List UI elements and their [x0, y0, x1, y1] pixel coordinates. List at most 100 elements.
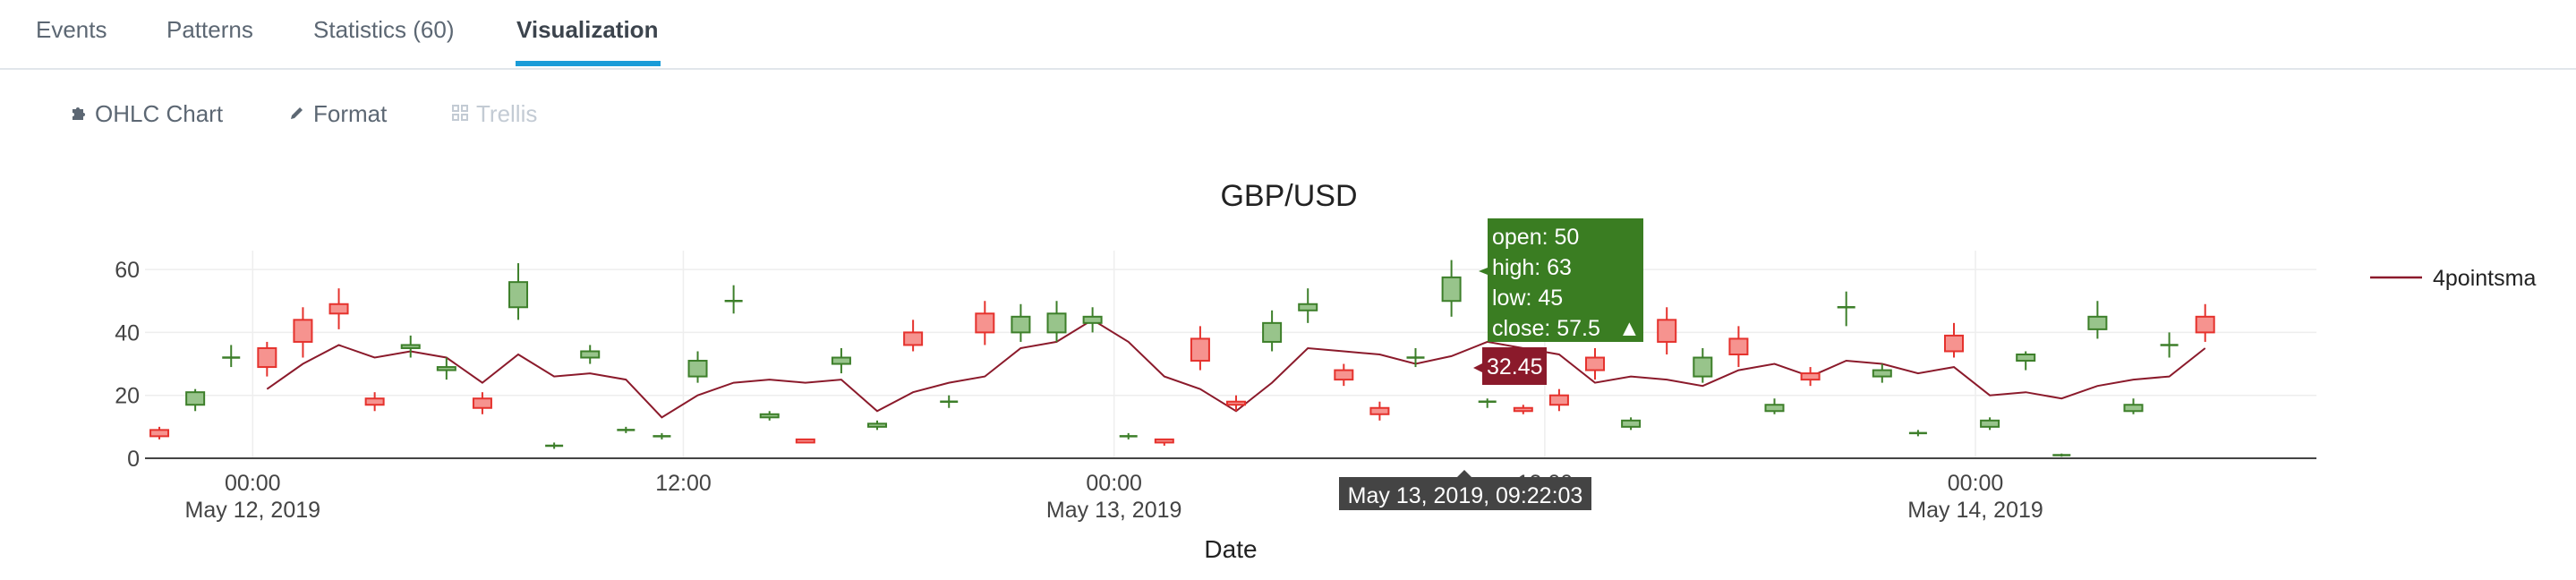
- hover-increasing-marker: ▲: [1618, 316, 1641, 341]
- ohlc-chart-label: OHLC Chart: [95, 100, 224, 127]
- candlestick: [1728, 326, 1749, 368]
- candle-body: [508, 281, 529, 309]
- candlestick: [2123, 398, 2144, 414]
- candle-body: [903, 331, 924, 346]
- candlestick: [1908, 430, 1927, 437]
- candle-body: [436, 366, 456, 371]
- candle-body: [1369, 406, 1390, 415]
- candlestick: [1872, 363, 1892, 383]
- candle-body: [1334, 369, 1354, 381]
- hover-open: open: 50: [1492, 225, 1579, 250]
- candlestick: [1621, 417, 1642, 431]
- trellis-button: Trellis: [451, 100, 537, 128]
- sma-line: [266, 319, 2206, 419]
- x-tick-label: 00:00: [1948, 471, 2004, 496]
- legend-label-4pointsma: 4pointsma: [2433, 266, 2536, 291]
- candlestick: [2087, 301, 2108, 339]
- x-tick-label: 12:00: [655, 471, 712, 496]
- candle-body: [1154, 438, 1174, 444]
- candle-body: [759, 413, 780, 419]
- candlestick: [1980, 417, 2000, 431]
- candle-body: [1190, 337, 1210, 362]
- candlestick: [328, 288, 349, 329]
- puzzle-piece-icon: [70, 104, 88, 127]
- candle-body: [328, 303, 349, 315]
- candle-body: [1011, 315, 1031, 334]
- candle-body: [1693, 356, 1713, 378]
- candle-body: [2016, 354, 2036, 362]
- candle-body: [1262, 321, 1283, 343]
- candlestick: [545, 442, 564, 449]
- candle-body: [1980, 419, 2000, 428]
- candlestick: [759, 411, 780, 421]
- candle-body: [1548, 394, 1569, 406]
- candlestick: [867, 420, 888, 431]
- legend: 4pointsma: [2370, 266, 2536, 291]
- candlestick: [795, 438, 815, 444]
- candle-body: [185, 391, 206, 406]
- x-tick-date-label: May 12, 2019: [185, 498, 321, 523]
- candlestick: [1657, 307, 1677, 354]
- hover-high: high: 63: [1492, 255, 1572, 280]
- candle-body: [580, 350, 601, 359]
- candlestick: [2016, 351, 2036, 371]
- tab-statistics[interactable]: Statistics (60): [313, 16, 455, 43]
- grid-icon: [451, 104, 469, 127]
- candle-body: [1513, 406, 1533, 413]
- hover-date: May 13, 2019, 09:22:03: [1348, 483, 1583, 508]
- candlestick: [1800, 367, 1821, 387]
- candle-body: [293, 319, 313, 343]
- candle-body: [400, 344, 421, 349]
- candlestick: [1369, 401, 1390, 421]
- candlestick: [1406, 347, 1425, 368]
- candle-body: [831, 356, 851, 365]
- hover-tooltip: open: 50 high: 63 low: 45 close: 57.5 ▲ …: [1339, 218, 1643, 510]
- candlestick: [1190, 326, 1210, 371]
- candle-body: [257, 346, 277, 369]
- candlestick: [1119, 432, 1138, 439]
- candlestick: [508, 263, 529, 320]
- x-tick-label: 00:00: [1086, 471, 1142, 496]
- tab-visualization[interactable]: Visualization: [516, 16, 659, 43]
- candlestick: [831, 347, 851, 374]
- tab-events[interactable]: Events: [36, 16, 107, 43]
- candlestick: [617, 426, 635, 433]
- ohlc-chart-button[interactable]: OHLC Chart: [70, 100, 223, 128]
- format-button[interactable]: Format: [288, 100, 387, 128]
- candlestick: [149, 426, 170, 439]
- candlestick: [1334, 363, 1354, 387]
- candle-body: [1621, 419, 1642, 428]
- y-axis-ticks: 0 20 40 60: [115, 258, 140, 472]
- candle-body: [2087, 315, 2108, 330]
- candlestick: [1693, 347, 1713, 383]
- sma-hover-box: [1473, 347, 1547, 385]
- candlestick: [1585, 347, 1606, 380]
- candle-body: [2195, 315, 2215, 334]
- candlestick: [1764, 398, 1785, 414]
- candle-body: [975, 312, 995, 334]
- pencil-icon: [288, 104, 306, 127]
- candle-body: [1800, 372, 1821, 381]
- candlestick: [400, 335, 421, 358]
- candle-body: [1657, 319, 1677, 343]
- candlestick: [1154, 438, 1174, 446]
- candlestick: [1082, 307, 1103, 333]
- candlestick: [222, 345, 241, 368]
- candlestick: [1046, 301, 1067, 342]
- tab-patterns[interactable]: Patterns: [166, 16, 253, 43]
- candlestick: [653, 432, 671, 439]
- ohlc-series: [149, 260, 2215, 457]
- candlestick: [1943, 322, 1964, 358]
- candle-body: [795, 438, 815, 444]
- hover-low: low: 45: [1492, 286, 1563, 311]
- ohlc-hover-box: [1479, 218, 1643, 342]
- candle-body: [2123, 404, 2144, 413]
- candle-body: [1298, 303, 1318, 311]
- candlestick: [185, 388, 206, 412]
- candle-body: [1943, 334, 1964, 353]
- candlestick: [2160, 332, 2179, 358]
- candlestick: [2195, 303, 2215, 342]
- candle-body: [1441, 276, 1462, 303]
- x-tick-label: 00:00: [225, 471, 281, 496]
